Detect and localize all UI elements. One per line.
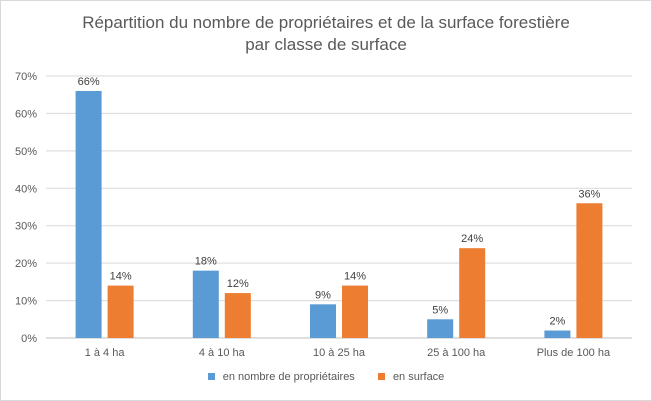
y-tick-label: 20%	[15, 258, 37, 270]
data-label-surface: 12%	[227, 278, 249, 290]
bar-surface	[459, 248, 486, 338]
data-label-surface: 36%	[578, 188, 600, 200]
bar-owners	[427, 319, 454, 338]
x-tick-label: 4 à 10 ha	[199, 347, 246, 359]
y-tick-label: 0%	[21, 333, 37, 345]
bar-owners	[544, 330, 571, 338]
data-label-owners: 66%	[78, 76, 100, 88]
legend-label-surface: en surface	[392, 371, 445, 383]
data-label-owners: 9%	[315, 289, 331, 301]
data-label-surface: 14%	[344, 271, 366, 283]
x-tick-label: 1 à 4 ha	[85, 347, 126, 359]
y-tick-label: 40%	[15, 183, 37, 195]
legend-item-surface: en surface	[377, 370, 445, 384]
y-tick-label: 30%	[15, 221, 37, 233]
legend-swatch-owners	[207, 373, 215, 380]
chart-title-line-1: Répartition du nombre de propriétaires e…	[82, 13, 570, 32]
legend-item-owners: en nombre de propriétaires	[207, 370, 355, 384]
y-tick-label: 70%	[15, 71, 37, 83]
y-tick-label: 50%	[15, 146, 37, 158]
data-label-surface: 14%	[110, 271, 132, 283]
x-tick-label: Plus de 100 ha	[537, 347, 611, 359]
chart-title-line-2: par classe de surface	[245, 35, 407, 54]
data-label-surface: 24%	[461, 233, 483, 245]
chart-legend: en nombre de propriétaires en surface	[0, 370, 652, 384]
bar-surface	[224, 293, 251, 338]
bar-owners	[192, 270, 219, 338]
chart-title: Répartition du nombre de propriétaires e…	[0, 12, 652, 56]
data-label-owners: 5%	[432, 304, 448, 316]
y-tick-label: 60%	[15, 108, 37, 120]
bar-owners	[75, 90, 102, 338]
legend-swatch-surface	[377, 373, 385, 380]
data-label-owners: 2%	[549, 316, 565, 328]
bar-surface	[107, 285, 134, 338]
legend-label-owners: en nombre de propriétaires	[222, 371, 355, 383]
bar-surface	[576, 203, 603, 338]
x-tick-label: 25 à 100 ha	[427, 347, 486, 359]
x-tick-label: 10 à 25 ha	[313, 347, 366, 359]
data-label-owners: 18%	[195, 256, 217, 268]
bar-surface	[342, 285, 368, 338]
bar-owners	[310, 304, 336, 338]
y-tick-label: 10%	[15, 296, 37, 308]
